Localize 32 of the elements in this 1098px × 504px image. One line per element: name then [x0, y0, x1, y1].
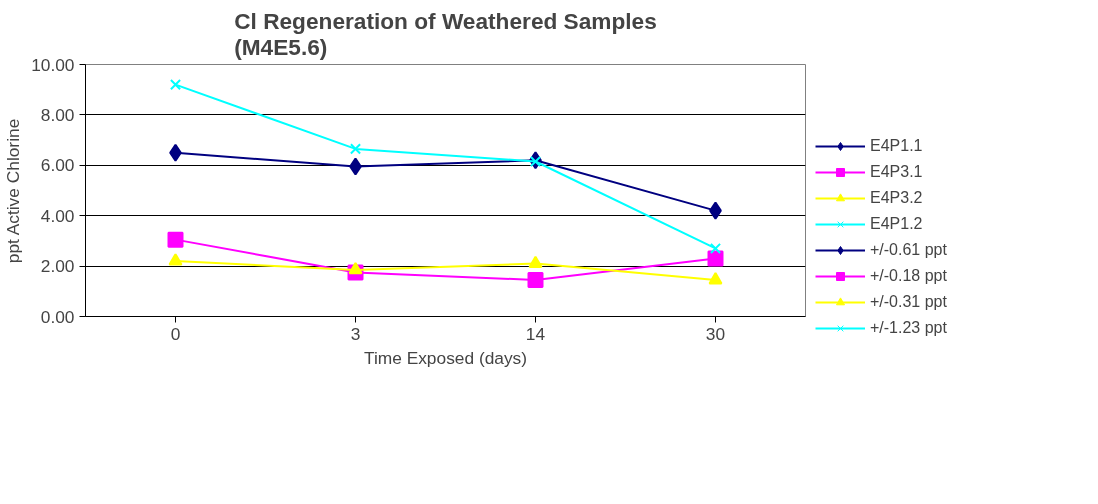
y-tick-label: 2.00	[40, 256, 75, 277]
point	[527, 271, 544, 288]
point	[349, 143, 362, 155]
x-axis-title: Time Exposed (days)	[363, 347, 528, 368]
legend-label: +/-0.61 ppt	[870, 240, 947, 260]
legend-label: E4P3.2	[870, 188, 923, 208]
point	[529, 155, 542, 168]
point	[528, 255, 543, 269]
legend-label: +/-0.18 ppt	[870, 266, 947, 286]
point	[168, 253, 183, 266]
x-tick-label: 0	[170, 323, 181, 344]
legend-label: E4P1.2	[870, 214, 923, 234]
point	[169, 79, 182, 91]
legend-label: +/-0.31 ppt	[870, 292, 947, 312]
y-axis-title: ppt Active Chlorine	[3, 118, 24, 264]
legend-label: E4P3.1	[870, 162, 923, 182]
legend-label: +/-1.23 ppt	[870, 318, 947, 338]
x-tick-label: 14	[525, 323, 546, 344]
point	[708, 272, 723, 285]
legend-label: E4P1.1	[870, 136, 923, 156]
point	[167, 231, 184, 248]
x-tick-label: 30	[705, 323, 726, 344]
y-tick-label: 0.00	[40, 306, 75, 327]
point	[709, 242, 722, 255]
chart-title: Cl Regeneration of Weathered Samples (M4E5.6)	[234, 7, 657, 60]
y-tick-label: 6.00	[40, 155, 75, 176]
y-tick-label: 8.00	[40, 104, 75, 125]
point	[707, 250, 724, 267]
point	[348, 261, 363, 275]
y-tick-label: 4.00	[40, 205, 75, 226]
x-tick-label: 3	[350, 323, 361, 344]
y-tick-label: 10.00	[31, 54, 75, 75]
